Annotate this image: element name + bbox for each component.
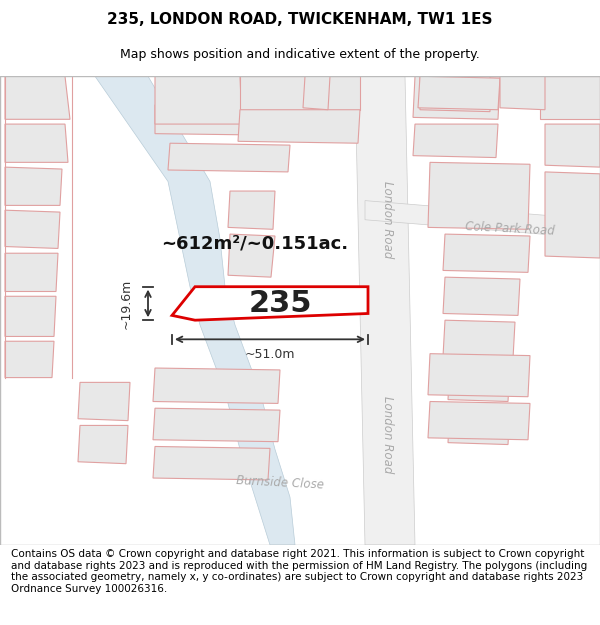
Polygon shape <box>365 201 600 239</box>
Polygon shape <box>428 162 530 229</box>
Polygon shape <box>448 363 510 401</box>
Polygon shape <box>155 76 242 124</box>
Polygon shape <box>172 287 368 320</box>
Polygon shape <box>413 76 500 119</box>
Text: Contains OS data © Crown copyright and database right 2021. This information is : Contains OS data © Crown copyright and d… <box>11 549 587 594</box>
Polygon shape <box>443 234 530 272</box>
Text: London Road: London Road <box>382 396 395 474</box>
Polygon shape <box>238 110 360 143</box>
Polygon shape <box>413 124 498 158</box>
Polygon shape <box>420 76 490 112</box>
Polygon shape <box>153 368 280 403</box>
Polygon shape <box>155 105 302 136</box>
Polygon shape <box>428 354 530 397</box>
Text: Map shows position and indicative extent of the property.: Map shows position and indicative extent… <box>120 48 480 61</box>
Polygon shape <box>78 382 130 421</box>
Polygon shape <box>5 167 62 206</box>
Polygon shape <box>153 446 270 480</box>
Polygon shape <box>428 401 530 440</box>
Polygon shape <box>500 76 545 110</box>
Polygon shape <box>168 143 290 172</box>
Polygon shape <box>335 76 358 134</box>
Text: 235: 235 <box>248 289 312 318</box>
Polygon shape <box>5 341 54 377</box>
Polygon shape <box>5 296 56 336</box>
Text: Burnside Close: Burnside Close <box>236 474 324 492</box>
Polygon shape <box>5 124 68 162</box>
Polygon shape <box>443 277 520 316</box>
Polygon shape <box>443 320 515 359</box>
Polygon shape <box>5 253 58 291</box>
Text: Cole Park Road: Cole Park Road <box>465 221 555 238</box>
Text: ~51.0m: ~51.0m <box>245 348 295 361</box>
Text: ~19.6m: ~19.6m <box>119 278 133 329</box>
Polygon shape <box>545 124 600 167</box>
Polygon shape <box>355 76 415 545</box>
Text: London Road: London Road <box>382 181 395 258</box>
Polygon shape <box>448 406 510 444</box>
Polygon shape <box>418 76 500 110</box>
Polygon shape <box>303 76 330 110</box>
Text: ~612m²/~0.151ac.: ~612m²/~0.151ac. <box>161 234 349 253</box>
Polygon shape <box>228 234 275 277</box>
Polygon shape <box>78 426 128 464</box>
Polygon shape <box>228 191 275 229</box>
Polygon shape <box>5 76 70 119</box>
Polygon shape <box>5 210 60 249</box>
Polygon shape <box>95 76 295 545</box>
Polygon shape <box>240 76 360 110</box>
Polygon shape <box>540 76 600 119</box>
Polygon shape <box>153 408 280 442</box>
Text: 235, LONDON ROAD, TWICKENHAM, TW1 1ES: 235, LONDON ROAD, TWICKENHAM, TW1 1ES <box>107 11 493 26</box>
Polygon shape <box>545 172 600 258</box>
